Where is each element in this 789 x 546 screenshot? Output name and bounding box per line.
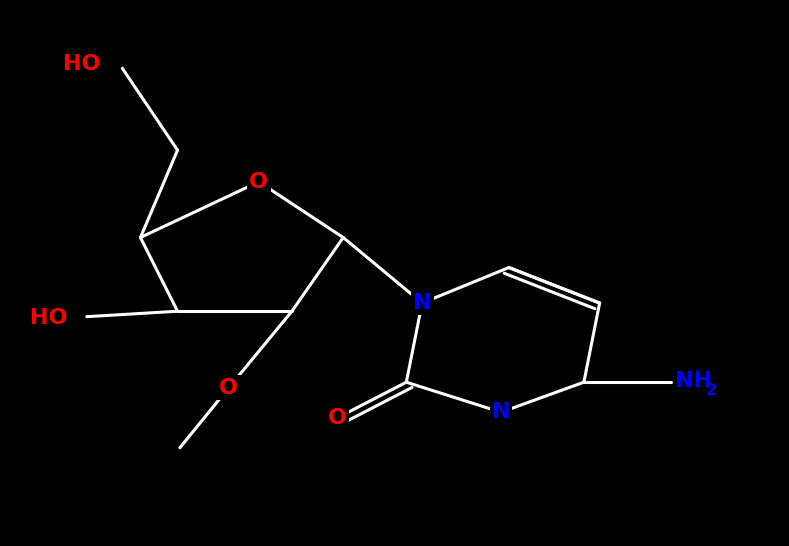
Text: O: O [249,172,268,192]
Text: HO: HO [63,55,101,74]
Text: O: O [219,378,238,397]
Text: O: O [328,408,347,428]
Text: HO: HO [29,308,67,328]
Text: 2: 2 [706,383,717,398]
Text: N: N [413,293,432,313]
Text: N: N [492,402,510,422]
Text: NH: NH [675,371,712,391]
